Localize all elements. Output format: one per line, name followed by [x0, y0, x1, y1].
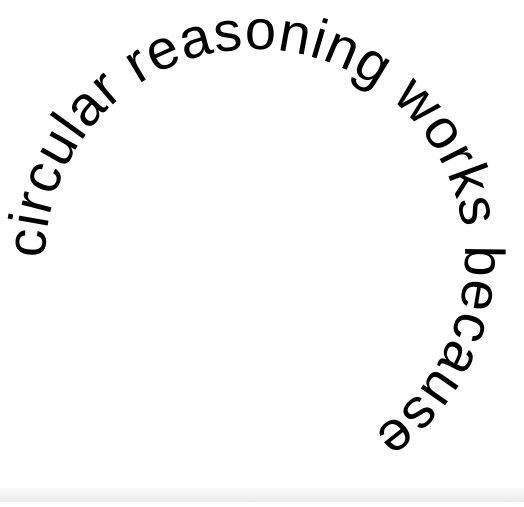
bottom-edge-shadow: [0, 486, 524, 502]
circular-phrase: circular reasoning works because: [0, 0, 515, 474]
circular-phrase-path: circular reasoning works because: [0, 0, 515, 474]
